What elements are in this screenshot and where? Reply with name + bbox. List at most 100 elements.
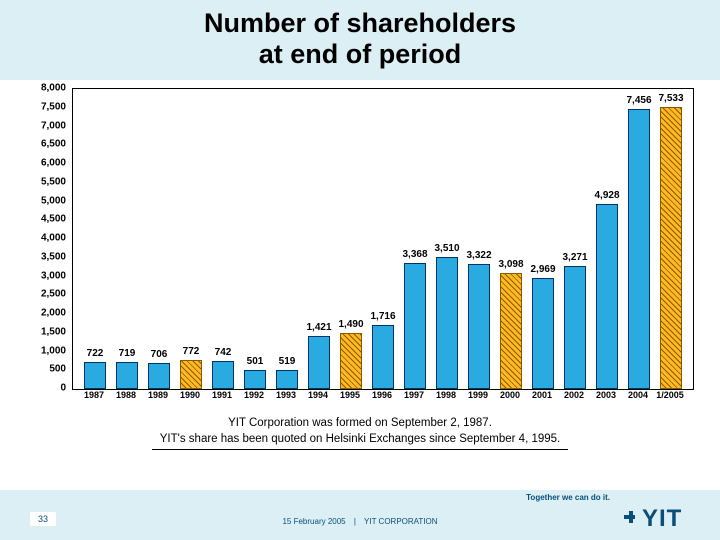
bar-fill	[212, 361, 234, 389]
x-tick: 1998	[436, 390, 456, 400]
bar-fill	[660, 107, 682, 389]
x-tick: 1988	[116, 390, 136, 400]
bar-fill	[404, 263, 426, 389]
bar-value-label: 3,322	[466, 250, 491, 261]
bar-fill	[180, 360, 202, 389]
caption: YIT Corporation was formed on September …	[0, 416, 720, 450]
y-tick: 8,000	[41, 83, 66, 94]
bar: 3,510	[436, 257, 458, 389]
bar-value-label: 3,098	[498, 259, 523, 270]
y-tick: 3,000	[41, 270, 66, 281]
y-tick: 1,000	[41, 345, 66, 356]
bar-value-label: 719	[119, 348, 136, 359]
bar-fill	[468, 264, 490, 389]
x-tick: 1990	[180, 390, 200, 400]
y-tick: 6,500	[41, 139, 66, 150]
footer-center: 15 February 2005 | YIT CORPORATION	[0, 517, 720, 526]
bar: 2,969	[532, 278, 554, 389]
bar-fill	[500, 273, 522, 389]
bar-value-label: 772	[183, 346, 200, 357]
bar-fill	[148, 363, 170, 389]
bar-fill	[340, 333, 362, 389]
x-tick: 2002	[564, 390, 584, 400]
bar: 3,322	[468, 264, 490, 389]
caption-line-1: YIT Corporation was formed on September …	[0, 416, 720, 432]
title-band: Number of shareholders at end of period	[0, 0, 720, 80]
bar: 4,928	[596, 204, 618, 389]
bar: 7,456	[628, 109, 650, 389]
x-tick: 1991	[212, 390, 232, 400]
bar: 706	[148, 363, 170, 389]
x-tick: 1993	[276, 390, 296, 400]
bar: 3,098	[500, 273, 522, 389]
x-tick: 2000	[500, 390, 520, 400]
shareholders-chart: 05001,0001,5002,0002,5003,0003,5004,0004…	[28, 88, 704, 404]
bar-value-label: 742	[215, 347, 232, 358]
bar: 3,271	[564, 266, 586, 389]
bar-value-label: 519	[279, 356, 296, 367]
y-tick: 2,500	[41, 289, 66, 300]
bar: 1,421	[308, 336, 330, 389]
x-tick: 1994	[308, 390, 328, 400]
caption-line-2: YIT's share has been quoted on Helsinki …	[152, 432, 568, 451]
x-tick: 1999	[468, 390, 488, 400]
bar-fill	[308, 336, 330, 389]
bar-value-label: 1,716	[370, 311, 395, 322]
y-axis: 05001,0001,5002,0002,5003,0003,5004,0004…	[28, 88, 70, 388]
page-title: Number of shareholders at end of period	[0, 0, 720, 70]
x-tick: 1992	[244, 390, 264, 400]
bar-fill	[116, 362, 138, 389]
bar: 1,716	[372, 325, 394, 389]
bar: 722	[84, 362, 106, 389]
bar: 1,490	[340, 333, 362, 389]
footer-sep: |	[348, 517, 362, 526]
bar: 7,533	[660, 107, 682, 389]
bar: 3,368	[404, 263, 426, 389]
y-tick: 7,000	[41, 120, 66, 131]
x-tick: 1989	[148, 390, 168, 400]
y-tick: 4,000	[41, 233, 66, 244]
x-tick: 2004	[628, 390, 648, 400]
x-tick: 1/2005	[656, 390, 684, 400]
bar: 519	[276, 370, 298, 389]
footer: Together we can do it. YIT 33 15 Februar…	[0, 490, 720, 540]
y-tick: 6,000	[41, 158, 66, 169]
y-tick: 5,500	[41, 176, 66, 187]
bar-value-label: 706	[151, 349, 168, 360]
x-tick: 1997	[404, 390, 424, 400]
bar-fill	[244, 370, 266, 389]
y-tick: 2,000	[41, 308, 66, 319]
bar-value-label: 3,510	[434, 243, 459, 254]
bar-value-label: 3,368	[402, 249, 427, 260]
x-tick: 2003	[596, 390, 616, 400]
x-tick: 1987	[84, 390, 104, 400]
bar-fill	[628, 109, 650, 389]
y-tick: 1,500	[41, 326, 66, 337]
bar-fill	[564, 266, 586, 389]
y-tick: 500	[49, 364, 66, 375]
x-tick: 2001	[532, 390, 552, 400]
bar-fill	[84, 362, 106, 389]
footer-org: YIT CORPORATION	[364, 517, 438, 526]
bar-fill	[276, 370, 298, 389]
bar-value-label: 501	[247, 356, 264, 367]
y-tick: 0	[60, 383, 66, 394]
x-axis: 1987 1988 1989 1990 1991 1992 1993 1994 1995 1996…	[72, 390, 712, 404]
bar-fill	[372, 325, 394, 389]
y-tick: 5,000	[41, 195, 66, 206]
x-tick: 1996	[372, 390, 392, 400]
bar-fill	[532, 278, 554, 389]
bar-fill	[436, 257, 458, 389]
bar-value-label: 7,533	[658, 93, 683, 104]
bar: 772	[180, 360, 202, 389]
y-tick: 7,500	[41, 101, 66, 112]
bar-value-label: 3,271	[562, 252, 587, 263]
y-tick: 4,500	[41, 214, 66, 225]
bar-value-label: 722	[87, 348, 104, 359]
slide: Number of shareholders at end of period …	[0, 0, 720, 540]
bar-value-label: 7,456	[626, 95, 651, 106]
bar-value-label: 1,421	[306, 322, 331, 333]
bar: 501	[244, 370, 266, 389]
bar-value-label: 4,928	[594, 190, 619, 201]
x-tick: 1995	[340, 390, 360, 400]
